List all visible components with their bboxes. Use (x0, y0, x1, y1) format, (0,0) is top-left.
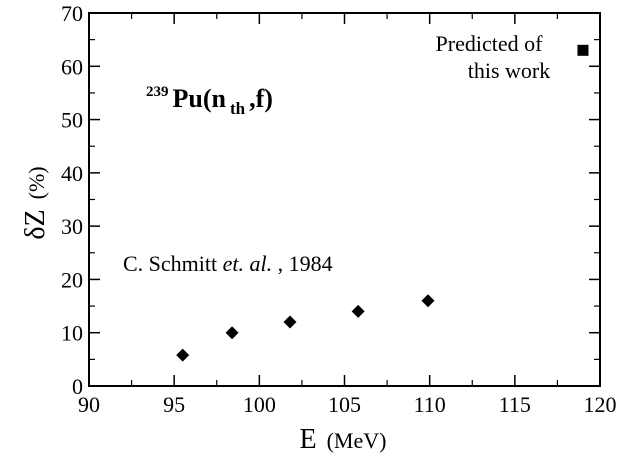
y-axis-tick-labels: 0 10 20 30 40 50 60 70 (61, 1, 83, 399)
reference-author: C. Schmitt (123, 251, 223, 276)
x-axis-label-unit: (MeV) (327, 428, 387, 453)
reaction-subscript: th (230, 99, 246, 118)
x-tick-label: 95 (163, 392, 185, 417)
predicted-label-line2: this work (468, 58, 551, 83)
x-tick-label: 120 (584, 392, 617, 417)
x-tick-label: 105 (328, 392, 361, 417)
y-tick-label: 60 (61, 54, 83, 79)
y-tick-label: 50 (61, 108, 83, 133)
x-tick-label: 115 (499, 392, 531, 417)
square-data-point (577, 44, 589, 56)
y-tick-label: 70 (61, 1, 83, 26)
y-tick-label: 10 (61, 321, 83, 346)
y-tick-label: 0 (72, 374, 83, 399)
y-axis-ticks (89, 12, 600, 387)
x-axis-ticks (88, 13, 601, 386)
reaction-mass-number: 239 (146, 84, 169, 100)
diamond-data-point (225, 326, 239, 340)
y-tick-label: 30 (61, 214, 83, 239)
y-tick-label: 40 (61, 161, 83, 186)
x-tick-label: 100 (243, 392, 276, 417)
reaction-element: Pu(n (173, 84, 227, 113)
y-axis-label: δZ (%) (20, 166, 51, 239)
reference-year: , 1984 (278, 251, 333, 276)
y-tick-label: 20 (61, 267, 83, 292)
x-tick-label: 110 (414, 392, 446, 417)
y-axis-label-unit: (%) (24, 166, 49, 199)
reference-label: C. Schmitt et. al. , 1984 (123, 251, 333, 276)
diamond-data-point (351, 304, 365, 318)
x-axis-tick-labels: 90 95 100 105 110 115 120 (78, 392, 617, 417)
x-axis-label: E (MeV) (300, 424, 387, 455)
x-axis-label-main: E (300, 424, 317, 455)
reaction-suffix: ,f) (249, 84, 273, 113)
reaction-label: 239 Pu(n th ,f) (146, 83, 273, 118)
diamond-data-point (283, 315, 297, 329)
x-tick-label: 90 (78, 392, 100, 417)
diamond-data-point (421, 294, 435, 308)
reference-etal: et. al. (223, 251, 273, 276)
y-axis-label-main: δZ (20, 209, 51, 239)
diamond-data-point (176, 348, 190, 362)
data-points (176, 44, 589, 362)
predicted-label-line1: Predicted of (436, 31, 544, 56)
